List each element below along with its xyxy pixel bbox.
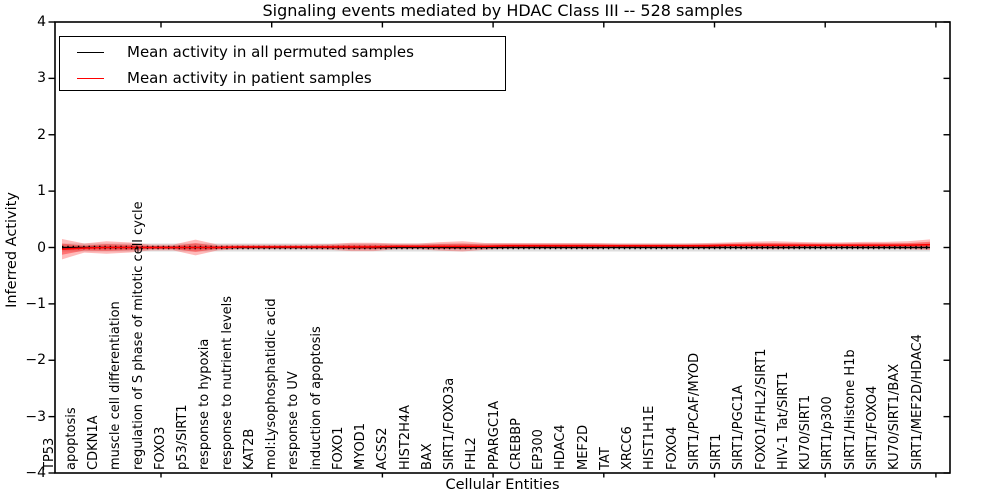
x-tick-label: MYOD1 [353,423,369,470]
permuted-line-swatch [77,51,104,53]
x-tick-label: PPARGC1A [486,400,502,470]
x-tick-label: muscle cell differentiation [108,301,124,470]
x-tick-label: SIRT1/MEF2D/HDAC4 [909,334,925,470]
x-tick-label: TAT [597,447,613,470]
x-tick-label: BAX [419,443,435,470]
legend-box: Mean activity in all permuted samples Me… [59,36,506,91]
x-tick-label: TP53 [41,437,57,470]
x-tick-label: SIRT1/Histone H1b [842,349,858,470]
chart-title: Signaling events mediated by HDAC Class … [262,1,743,20]
x-tick-label: HIST1H1E [642,405,658,470]
x-tick-label: apoptosis [63,407,79,470]
y-tick-label: 0 [37,239,46,256]
x-tick-label: ACSS2 [375,427,391,470]
x-tick-label: HDAC4 [553,424,569,470]
y-tick-label: −2 [25,352,46,369]
x-tick-label: SIRT1/PGC1A [731,385,747,470]
x-tick-label: FHL2 [464,437,480,470]
x-tick-label: KAT2B [241,428,257,470]
x-tick-label: SIRT1/FOXO3a [442,377,458,470]
legend-label-patient: Mean activity in patient samples [127,69,372,87]
patient-std-band-outer [62,239,930,260]
y-tick-label: 2 [37,126,46,143]
x-tick-label: induction of apoptosis [308,326,324,470]
y-tick-label: −4 [25,465,46,481]
x-axis-label: Cellular Entities [445,477,560,493]
y-tick-label: −3 [25,408,46,425]
legend-item-patient: Mean activity in patient samples [60,65,505,91]
x-tick-label: EP300 [531,429,547,470]
x-tick-label: SIRT1 [709,433,725,470]
legend-item-permuted: Mean activity in all permuted samples [60,39,505,65]
patient-line-swatch [77,77,104,79]
y-tick-label: 3 [37,70,46,87]
x-tick-label: XRCC6 [620,426,636,470]
y-tick-label: 4 [37,14,46,30]
x-tick-label: KU70/SIRT1/BAX [887,363,903,470]
x-tick-label: p53/SIRT1 [175,404,191,470]
x-tick-label: HIV-1 Tat/SIRT1 [775,371,791,470]
x-tick-label: KU70/SIRT1 [798,395,814,470]
x-tick-label: FOXO1 [330,426,346,470]
x-tick-label: SIRT1/FOXO4 [864,385,880,470]
legend-label-permuted: Mean activity in all permuted samples [127,43,414,61]
x-tick-label: HIST2H4A [397,404,413,470]
patient-mean-line [61,243,931,250]
x-tick-label: CDKN1A [86,415,101,470]
x-tick-label: response to hypoxia [197,338,213,470]
x-tick-label: response to UV [286,371,302,470]
x-tick-label: MEF2D [575,424,591,470]
y-tick-label: 1 [37,183,46,200]
x-tick-label: SIRT1/p300 [820,396,836,470]
x-tick-label: FOXO4 [664,426,680,470]
x-tick-label: CREBBP [508,418,524,470]
x-tick-label: FOXO3 [152,426,168,470]
x-tick-label: mol:Lysophosphatidic acid [264,298,280,470]
x-tick-label: regulation of S phase of mitotic cell cy… [130,201,146,470]
y-tick-label: −1 [25,295,46,312]
x-tick-label: FOXO1/FHL2/SIRT1 [753,348,769,470]
x-tick-label: response to nutrient levels [219,295,235,470]
x-tick-label: SIRT1/PCAF/MYOD [686,352,702,470]
